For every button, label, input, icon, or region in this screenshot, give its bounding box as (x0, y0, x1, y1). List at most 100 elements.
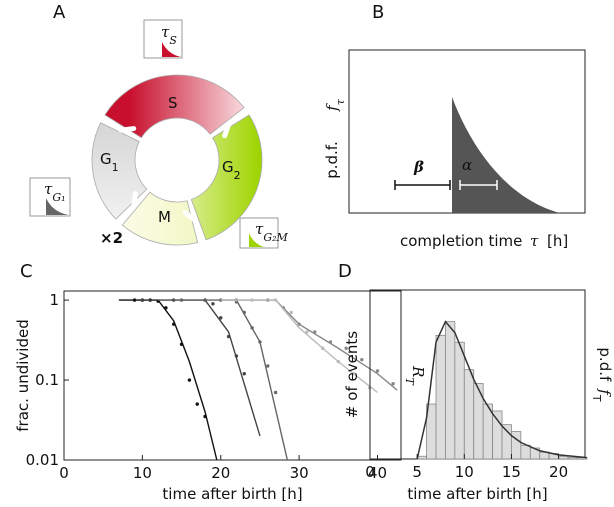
tau-label: τS (161, 23, 177, 47)
phase-label: G1 (100, 150, 119, 174)
x-tick-label: 0 (365, 463, 375, 481)
hist-bar (492, 410, 503, 460)
phase-arrow (222, 121, 232, 139)
phase-m (121, 191, 199, 246)
data-point (250, 298, 254, 302)
x-tick-label: 10 (455, 463, 474, 481)
data-point (250, 326, 254, 330)
tau-label-base: τ (255, 220, 264, 238)
data-point (242, 372, 246, 376)
fit-line (220, 299, 398, 391)
data-point (164, 306, 168, 310)
data-point (258, 340, 262, 344)
data-point (234, 354, 239, 358)
y-label: # of events (343, 331, 361, 418)
data-point (203, 414, 207, 419)
side-label-sub: T (591, 394, 604, 402)
data-point (375, 369, 380, 373)
side-label-sub: T (404, 377, 417, 386)
multiplier: ×2 (100, 229, 123, 247)
plot-frame (63, 290, 402, 461)
y-tick-label: 1 (49, 291, 59, 309)
side-label: RT (404, 365, 428, 386)
fit-line (416, 320, 587, 460)
hist-bar (445, 321, 456, 460)
mini-pdf (162, 42, 181, 57)
data-point (336, 359, 341, 364)
data-point (242, 310, 246, 315)
data-point (344, 346, 348, 350)
panel-label: D (338, 261, 352, 282)
hist-bar (511, 431, 522, 460)
x-tick-label: 20 (211, 464, 230, 482)
data-point (313, 330, 317, 334)
phase-label-sub: 2 (234, 169, 241, 182)
data-point (305, 330, 309, 334)
cell-cycle-ring (91, 74, 263, 246)
data-point (297, 322, 301, 326)
y-tick-label: 0.1 (35, 371, 59, 389)
tau-label: τG₂M (255, 220, 289, 244)
fit-line (118, 299, 218, 461)
panel-label: B (372, 2, 384, 23)
panel-label: C (20, 261, 33, 282)
tau-label-base: τ (44, 180, 53, 198)
x-label: time after birth [h] (407, 485, 547, 503)
phase-label-sub: 1 (112, 161, 119, 174)
x-label-unit: [h] (547, 232, 568, 250)
x-label: time after birth [h] (162, 485, 302, 503)
fit-line (173, 299, 289, 461)
panel-label: A (53, 2, 66, 23)
data-point (132, 298, 137, 302)
phase-arrow (131, 191, 138, 209)
fit-line (142, 299, 261, 437)
y-label: p.d.f. (323, 141, 341, 179)
alpha-bar (459, 180, 498, 190)
hist-bar (416, 455, 427, 460)
hist-bar (463, 369, 475, 460)
mini-pdf (46, 198, 69, 215)
data-point (195, 402, 199, 406)
phase-g1 (91, 122, 148, 220)
x-tick-label: 20 (549, 463, 568, 481)
data-point (273, 390, 278, 395)
tau-box (239, 217, 279, 249)
hist-bar (558, 455, 569, 460)
y-tick-label: 0.01 (26, 451, 59, 469)
data-point (328, 340, 333, 344)
x-tick-label: 10 (133, 464, 152, 482)
phase-label: G2 (222, 158, 241, 182)
phase-label: S (168, 94, 178, 112)
tau-label-sub: G₂M (263, 231, 288, 244)
tau-label: τG₁ (44, 180, 66, 204)
data-point (219, 316, 223, 320)
phase-arrow (118, 126, 137, 133)
data-point (179, 298, 184, 302)
data-point (273, 298, 278, 302)
data-point (391, 382, 395, 386)
tau-label-sub: S (169, 34, 177, 47)
x-tick-label: 5 (412, 463, 422, 481)
x-label: completion time (400, 232, 522, 250)
pdf-shape (452, 97, 560, 213)
phase-label: M (158, 208, 171, 226)
phase-s (104, 74, 245, 139)
phase-arrow (182, 210, 199, 224)
hist-bar (567, 457, 578, 460)
tau-label-sub: G₁ (52, 191, 65, 204)
side-label-base: p.d.f (596, 347, 614, 382)
hist-bar (435, 334, 446, 460)
data-point (266, 364, 270, 368)
y-label-var-base: f (323, 103, 341, 112)
x-tick-label: 40 (368, 464, 387, 482)
data-point (360, 357, 364, 362)
data-point (179, 342, 184, 347)
side-label-base: R (409, 365, 427, 377)
data-point (352, 372, 356, 376)
fit-line (220, 299, 378, 393)
y-label: frac. undivided (14, 319, 32, 431)
side-label-var: f (596, 388, 614, 397)
alpha-label: α (462, 156, 472, 174)
x-tick-label: 15 (502, 463, 521, 481)
